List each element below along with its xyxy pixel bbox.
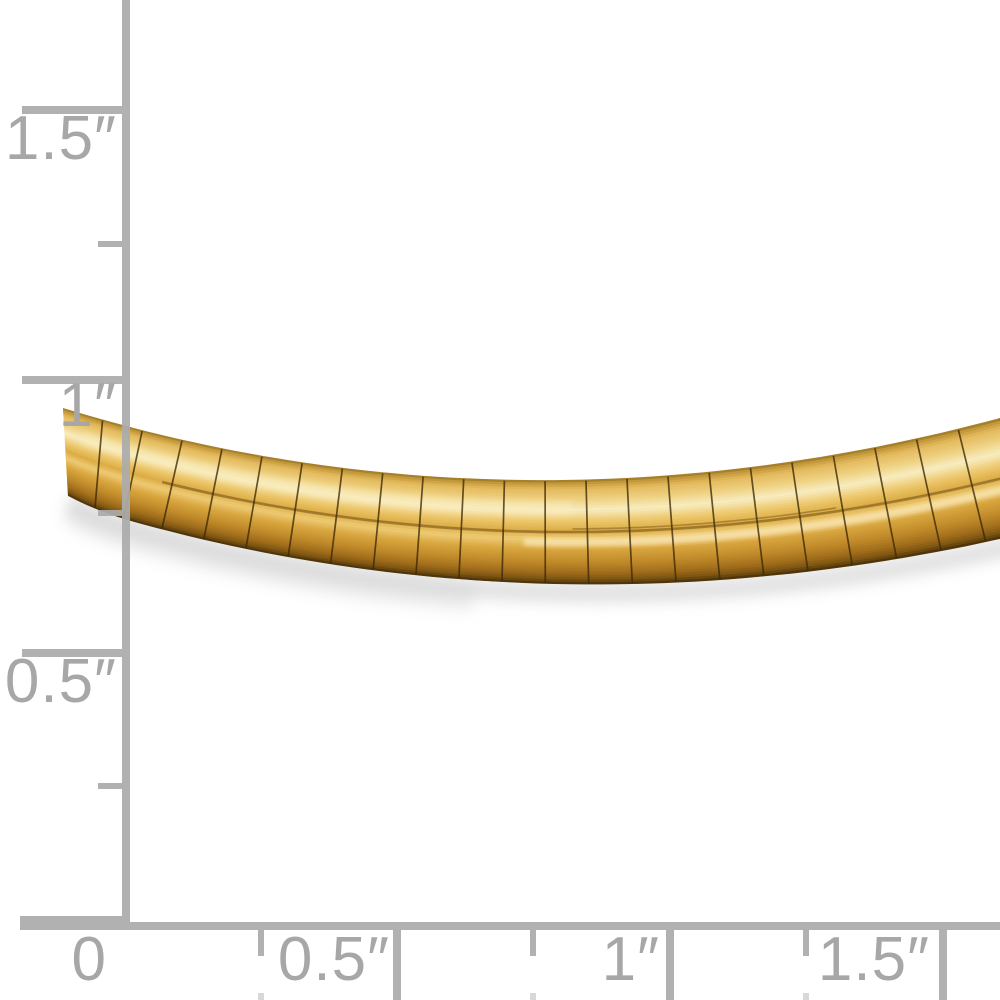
ruler-label-h-1in: 1″ [601, 925, 660, 994]
ruler-tick-major-h-0_5in [393, 930, 401, 1000]
ruler-stub-h-1_25in [803, 993, 809, 1000]
ruler-tick-major-v-0_5in [22, 649, 125, 657]
horizontal-ruler-line [20, 922, 1000, 930]
ruler-tick-major-h-1_5in [939, 930, 947, 1000]
ruler-label-h-0: 0 [71, 925, 107, 994]
ruler-tick-minor-v-0_75in [98, 510, 125, 516]
ruler-stub-h-0_25in [258, 993, 264, 1000]
ruler-tick-minor-h-0_25in [258, 930, 264, 956]
chain-drop-shadow [62, 494, 1000, 612]
ruler-tick-minor-v-0_25in [98, 783, 125, 789]
ruler-tick-major-h-1in [666, 930, 674, 1000]
ruler-label-v-1_5in: 1.5″ [4, 104, 117, 173]
chain-segment-lines [94, 418, 1000, 584]
chain-shading [78, 431, 1000, 547]
ruler-stub-h-0_75in [530, 993, 536, 1000]
ruler-tick-minor-h-1_25in [803, 930, 809, 956]
vertical-ruler-line [122, 0, 130, 930]
ruler-tick-major-v-1in [22, 376, 125, 384]
ruler-tick-minor-v-1_25in [98, 241, 125, 247]
ruler-tick-major-h-0in [20, 916, 126, 924]
ruler-tick-major-v-1_5in [22, 106, 125, 114]
chain-body [63, 408, 1000, 585]
ruler-label-h-0_5in: 0.5″ [277, 925, 390, 994]
ruler-label-v-0_5in: 0.5″ [4, 647, 117, 716]
ruler-label-h-1_5in: 1.5″ [817, 925, 930, 994]
ruler-label-v-1in: 1″ [58, 371, 117, 440]
ruler-tick-minor-h-0_75in [530, 930, 536, 956]
